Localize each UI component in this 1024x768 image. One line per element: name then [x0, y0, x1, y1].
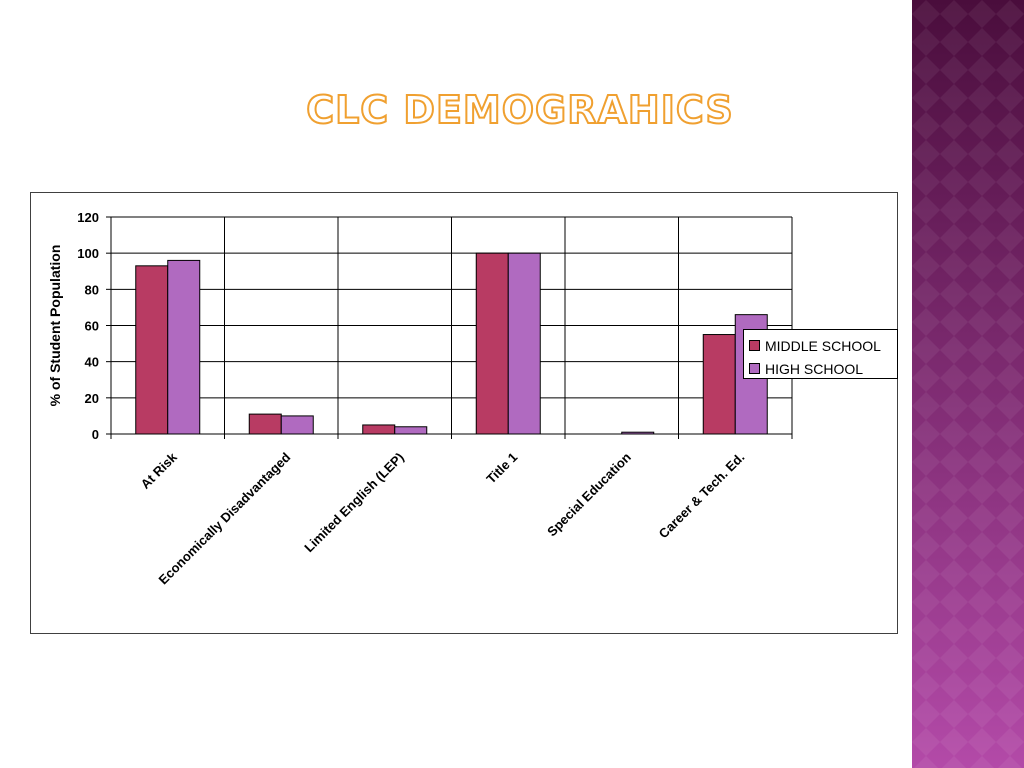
bar-middle-school-2 — [362, 424, 396, 435]
y-tick-label: 0 — [92, 427, 99, 442]
y-tick-label: 120 — [77, 210, 99, 225]
bar-high-school-1 — [280, 415, 314, 435]
bar-middle-school-3 — [475, 252, 509, 435]
bar-middle-school-1 — [248, 413, 282, 435]
legend-label-high-school: HIGH SCHOOL — [765, 360, 864, 377]
x-category-label: Special Education — [544, 449, 634, 539]
bar-middle-school-0 — [135, 265, 169, 435]
chart-frame: 0 20 40 60 80 100 120 At Risk Economically Disad… — [30, 192, 898, 634]
x-category-label: Title 1 — [483, 450, 520, 487]
y-tick-label: 20 — [85, 391, 99, 406]
y-tick-label: 100 — [77, 246, 99, 261]
bar-middle-school-5 — [702, 334, 736, 435]
decorative-side-band — [912, 0, 1024, 768]
x-category-label: Limited English (LEP) — [301, 450, 407, 556]
slide-title: CLC DEMOGRAHICS — [305, 87, 734, 133]
chart-legend: MIDDLE SCHOOL HIGH SCHOOL — [743, 329, 898, 379]
legend-label-middle-school: MIDDLE SCHOOL — [765, 337, 881, 354]
side-band-graphic — [912, 0, 1024, 768]
bar-high-school-2 — [394, 426, 428, 435]
legend-item-high-school: HIGH SCHOOL — [749, 357, 897, 380]
legend-swatch-high-school — [749, 363, 760, 374]
x-category-label: At Risk — [138, 449, 181, 492]
legend-item-middle-school: MIDDLE SCHOOL — [749, 334, 897, 357]
bar-high-school-0 — [167, 259, 201, 435]
bar-high-school-3 — [507, 252, 541, 435]
legend-swatch-middle-school — [749, 340, 760, 351]
x-category-label: Career & Tech. Ed. — [656, 450, 748, 542]
x-category-label: Economically Disadvantaged — [156, 449, 294, 587]
y-tick-label: 80 — [85, 282, 99, 297]
y-axis-title: % of Student Population — [47, 245, 63, 407]
y-tick-label: 40 — [85, 355, 99, 370]
bar-high-school-4 — [621, 431, 655, 435]
y-tick-label: 60 — [85, 319, 99, 334]
